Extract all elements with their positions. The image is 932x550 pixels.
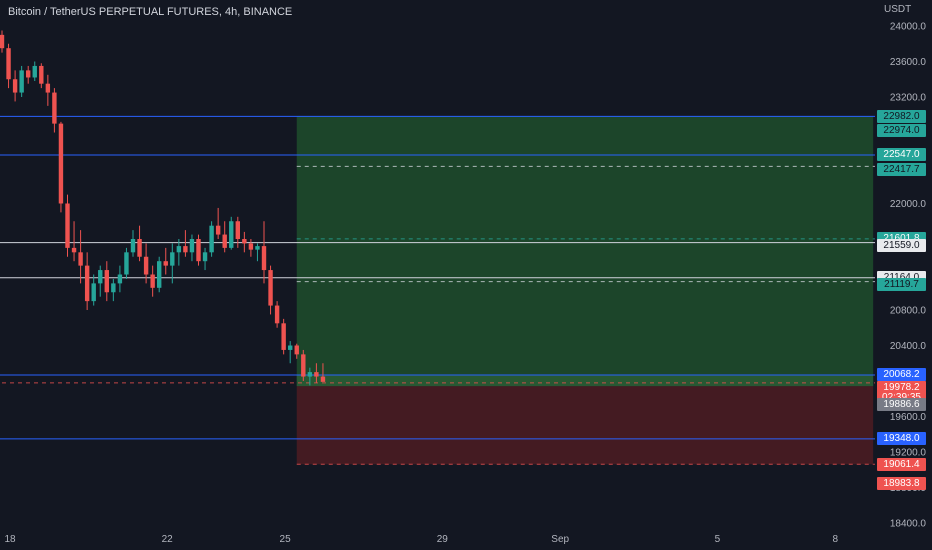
candle[interactable]	[209, 225, 214, 253]
candle[interactable]	[111, 283, 116, 293]
chart-title: Bitcoin / TetherUS PERPETUAL FUTURES, 4h…	[8, 6, 293, 18]
price-label: 18983.8	[877, 476, 926, 490]
price-label: 22982.0	[877, 109, 926, 123]
candle[interactable]	[71, 247, 77, 253]
candle[interactable]	[255, 246, 260, 250]
price-label: 21559.0	[877, 239, 926, 253]
profit-zone-active	[296, 374, 874, 387]
candle[interactable]	[320, 376, 326, 382]
candle[interactable]	[143, 256, 149, 275]
candle[interactable]	[104, 270, 109, 293]
candle[interactable]	[98, 270, 103, 284]
candle[interactable]	[314, 372, 319, 377]
price-label: 20068.2	[877, 368, 926, 382]
candle[interactable]	[78, 252, 83, 266]
candle[interactable]	[222, 234, 227, 248]
y-tick-label: 19200.0	[890, 448, 927, 459]
x-tick-label: 18	[4, 534, 16, 545]
candle[interactable]	[58, 123, 64, 204]
y-tick-label: 20400.0	[890, 341, 927, 352]
y-tick-label: 20800.0	[890, 306, 927, 317]
candle[interactable]	[32, 65, 37, 78]
price-label: 19061.4	[877, 457, 926, 471]
y-tick-label: 18400.0	[890, 519, 927, 530]
candle[interactable]	[215, 225, 221, 235]
candle[interactable]	[137, 239, 142, 257]
candle[interactable]	[235, 221, 240, 239]
y-tick-label: 23600.0	[890, 57, 927, 68]
candle[interactable]	[183, 246, 188, 253]
candle[interactable]	[301, 354, 306, 377]
candle[interactable]	[52, 92, 57, 124]
candle[interactable]	[45, 83, 51, 93]
candle[interactable]	[157, 261, 162, 288]
candle[interactable]	[242, 239, 247, 244]
candle[interactable]	[19, 70, 24, 93]
y-tick-label: 23200.0	[890, 93, 927, 104]
candle[interactable]	[307, 372, 313, 377]
candle[interactable]	[294, 345, 299, 355]
profit-zone[interactable]	[296, 116, 874, 387]
y-tick-label: 22000.0	[890, 199, 927, 210]
y-tick-label: 19600.0	[890, 412, 927, 423]
candle[interactable]	[39, 65, 44, 84]
candle[interactable]	[65, 203, 70, 248]
candle[interactable]	[91, 283, 96, 302]
loss-zone[interactable]	[296, 386, 874, 465]
candle[interactable]	[150, 274, 155, 288]
candle[interactable]	[248, 243, 254, 250]
x-tick-label: 5	[715, 534, 721, 545]
candle[interactable]	[170, 252, 175, 266]
candle[interactable]	[130, 239, 136, 253]
candle[interactable]	[288, 345, 293, 350]
candle[interactable]	[84, 265, 90, 302]
x-tick-label: Sep	[551, 534, 569, 545]
x-tick-label: 8	[833, 534, 839, 545]
candle[interactable]	[6, 48, 11, 80]
candle[interactable]	[163, 261, 168, 266]
x-tick-label: 22	[162, 534, 174, 545]
candle[interactable]	[196, 239, 201, 262]
price-label: 22417.7	[877, 162, 926, 176]
y-tick-label: 24000.0	[890, 22, 927, 33]
price-label: 19348.0	[877, 432, 926, 446]
candle[interactable]	[281, 323, 286, 350]
candle[interactable]	[12, 79, 18, 93]
candle[interactable]	[176, 246, 182, 253]
candle[interactable]	[124, 252, 129, 275]
candle[interactable]	[229, 221, 234, 248]
x-tick-label: 25	[280, 534, 292, 545]
candle[interactable]	[189, 239, 195, 253]
price-label: 22547.0	[877, 148, 926, 162]
price-label: 21119.7	[877, 278, 926, 292]
candle[interactable]	[274, 305, 280, 324]
candle[interactable]	[268, 270, 273, 306]
candle[interactable]	[117, 274, 123, 284]
price-label: 22974.0	[877, 123, 926, 137]
price-label: 19886.6	[877, 397, 926, 411]
price-axis-unit: USDT	[884, 4, 912, 15]
candle[interactable]	[261, 246, 267, 271]
candle[interactable]	[202, 252, 208, 262]
candle[interactable]	[0, 34, 5, 49]
x-tick-label: 29	[437, 534, 449, 545]
candle[interactable]	[26, 70, 31, 78]
